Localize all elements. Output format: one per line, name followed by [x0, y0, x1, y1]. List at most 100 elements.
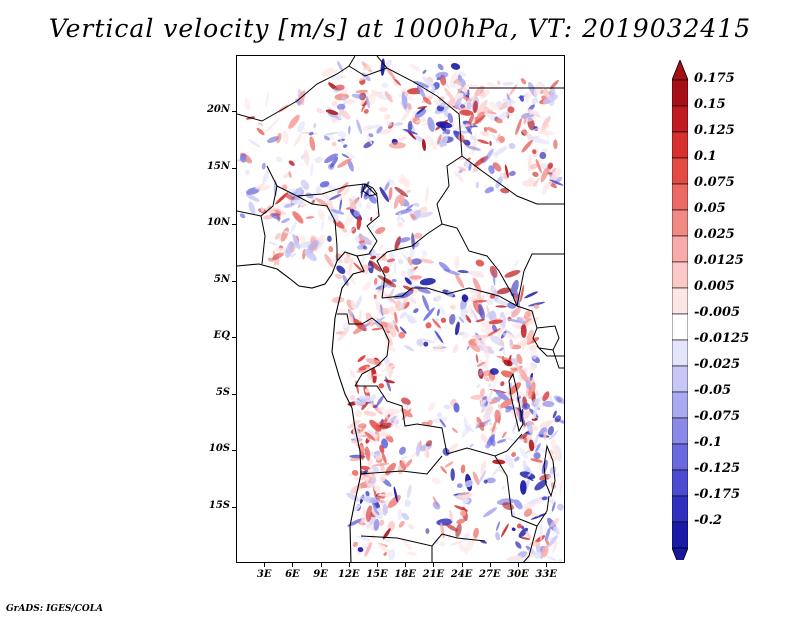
- velocity-cell: [360, 183, 364, 199]
- velocity-cell: [481, 363, 487, 369]
- velocity-cell: [484, 444, 490, 449]
- velocity-cell: [376, 395, 384, 407]
- velocity-cell: [444, 87, 455, 102]
- velocity-cell: [341, 227, 348, 233]
- velocity-cell: [384, 181, 390, 191]
- velocity-cell: [400, 289, 415, 299]
- velocity-cell: [514, 360, 522, 375]
- colorbar-segment: [672, 469, 688, 497]
- velocity-cell: [528, 344, 539, 351]
- velocity-cell: [541, 182, 549, 196]
- velocity-cell: [529, 541, 541, 547]
- velocity-cell: [529, 364, 536, 371]
- velocity-cell: [379, 186, 390, 203]
- colorbar-segment: [672, 261, 688, 289]
- velocity-cell: [271, 252, 285, 260]
- velocity-cell: [244, 169, 250, 176]
- velocity-cell: [271, 207, 287, 215]
- velocity-cell: [313, 123, 317, 129]
- velocity-cell: [379, 128, 394, 135]
- velocity-cell: [311, 199, 315, 205]
- velocity-cell: [438, 286, 443, 292]
- velocity-cell: [433, 100, 447, 108]
- colorbar-label: -0.2: [694, 513, 723, 528]
- velocity-cell: [480, 460, 487, 475]
- velocity-cell: [510, 344, 522, 350]
- velocity-cell: [439, 418, 446, 428]
- velocity-cell: [502, 81, 514, 86]
- velocity-cell: [516, 316, 526, 325]
- velocity-cell: [480, 290, 493, 294]
- velocity-cell: [363, 236, 372, 245]
- velocity-cell: [339, 109, 351, 120]
- velocity-cell: [525, 316, 540, 327]
- velocity-cell: [384, 114, 391, 120]
- velocity-cell: [482, 343, 490, 359]
- velocity-cell: [342, 329, 348, 334]
- velocity-cell: [486, 127, 498, 134]
- velocity-cell: [466, 345, 470, 350]
- velocity-cell: [413, 80, 430, 88]
- velocity-cell: [406, 189, 411, 193]
- velocity-cell: [469, 135, 478, 141]
- velocity-cell: [492, 377, 499, 389]
- velocity-cell: [380, 58, 385, 76]
- velocity-cell: [494, 146, 508, 156]
- velocity-cell: [331, 296, 345, 304]
- velocity-cell: [388, 365, 394, 380]
- velocity-cell: [487, 383, 492, 388]
- colorbar-label: 0.0125: [694, 253, 744, 268]
- velocity-cell: [363, 108, 369, 114]
- velocity-cell: [515, 541, 522, 549]
- velocity-cell: [416, 107, 426, 115]
- velocity-cell: [321, 220, 324, 231]
- velocity-cell: [500, 188, 510, 194]
- lat-label: EQ: [213, 330, 230, 342]
- velocity-cell: [495, 305, 507, 308]
- velocity-cell: [471, 132, 477, 149]
- velocity-cell: [353, 262, 365, 273]
- velocity-cell: [439, 136, 448, 148]
- velocity-cell: [554, 450, 560, 457]
- velocity-cell: [422, 295, 430, 312]
- velocity-cell: [500, 523, 509, 538]
- velocity-cell: [515, 118, 522, 136]
- lon-label: 15E: [366, 569, 388, 580]
- velocity-cell: [431, 477, 441, 485]
- lat-tick: [232, 450, 236, 452]
- velocity-cell: [362, 245, 368, 250]
- lat-tick: [232, 393, 236, 395]
- velocity-cell: [449, 313, 456, 325]
- velocity-cell: [388, 262, 393, 267]
- velocity-cell: [354, 235, 361, 243]
- velocity-cell: [417, 105, 428, 110]
- velocity-cell: [497, 80, 501, 86]
- lon-tick: [348, 563, 350, 567]
- velocity-cell: [276, 132, 282, 144]
- velocity-cell: [262, 214, 274, 220]
- velocity-cell: [466, 291, 480, 304]
- velocity-cell: [534, 431, 540, 446]
- velocity-cell: [463, 84, 479, 88]
- velocity-cell: [290, 252, 297, 258]
- velocity-cell: [459, 109, 474, 116]
- velocity-cell: [372, 502, 380, 516]
- velocity-cell: [480, 131, 490, 137]
- velocity-cell: [435, 121, 453, 129]
- velocity-cell: [487, 346, 493, 351]
- colorbar-segment: [672, 495, 688, 523]
- velocity-cell: [328, 133, 336, 141]
- velocity-cell: [239, 213, 246, 219]
- velocity-cell: [391, 278, 397, 283]
- velocity-cell: [454, 170, 464, 182]
- velocity-cell: [480, 322, 494, 334]
- velocity-cell: [282, 130, 289, 145]
- velocity-cell: [500, 398, 514, 408]
- velocity-cell: [448, 529, 452, 540]
- velocity-cell: [531, 97, 539, 105]
- velocity-cell: [452, 344, 459, 354]
- velocity-cell: [495, 176, 503, 189]
- velocity-cell: [504, 164, 509, 179]
- velocity-cell: [463, 85, 468, 96]
- velocity-cell: [423, 307, 435, 321]
